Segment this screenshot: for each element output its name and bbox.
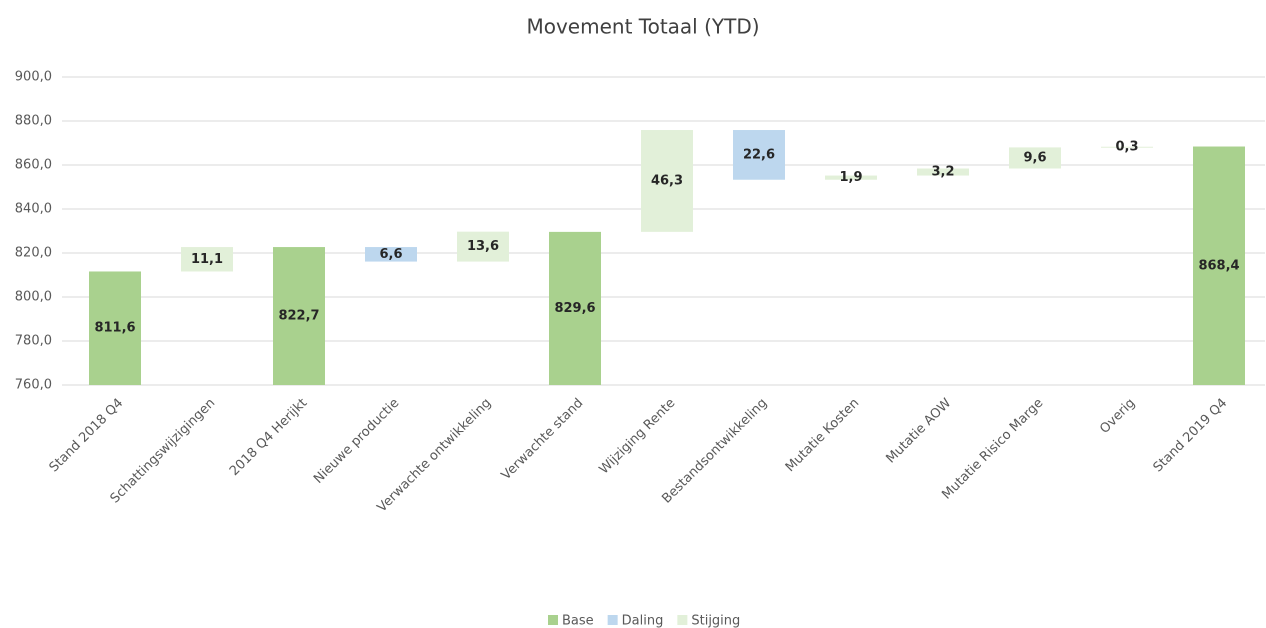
x-tick-label: Nieuwe productie	[311, 396, 402, 487]
y-tick-label: 860,0	[15, 158, 52, 173]
x-tick-label: Mutatie Risico Marge	[939, 396, 1046, 503]
data-label: 46,3	[651, 173, 683, 188]
x-tick-label: Verwachte stand	[499, 396, 587, 484]
x-tick-label: Mutatie AOW	[884, 396, 955, 467]
legend-swatch	[607, 615, 618, 625]
data-label: 1,9	[839, 170, 862, 185]
data-label: 868,4	[1198, 258, 1239, 273]
x-tick-label: Wijziging Rente	[597, 396, 679, 478]
bar	[825, 175, 877, 180]
x-tick-label: Overig	[1097, 396, 1138, 437]
bar	[365, 247, 417, 262]
x-tick-label: Stand 2018 Q4	[47, 396, 127, 476]
legend-label: Stijging	[691, 614, 740, 628]
bar	[1009, 147, 1061, 169]
bar	[89, 271, 141, 385]
y-tick-label: 780,0	[15, 334, 52, 349]
data-label: 3,2	[931, 165, 954, 180]
legend-swatch	[677, 615, 688, 625]
y-tick-label: 800,0	[15, 290, 52, 305]
bar	[1193, 146, 1245, 385]
bar	[1101, 146, 1153, 148]
y-tick-label: 880,0	[15, 114, 52, 129]
bar	[273, 247, 325, 385]
y-tick-label: 840,0	[15, 202, 52, 217]
x-tick-label: Mutatie Kosten	[783, 396, 862, 475]
bar	[733, 130, 785, 180]
x-tick-label: Schattingswijzigingen	[108, 396, 219, 507]
data-label: 811,6	[94, 321, 135, 336]
legend-label: Base	[562, 614, 594, 628]
data-label: 13,6	[467, 239, 499, 254]
y-tick-label: 900,0	[15, 70, 52, 85]
y-tick-label: 760,0	[15, 378, 52, 393]
bar	[457, 231, 509, 262]
data-label: 9,6	[1023, 150, 1046, 165]
legend-swatch	[548, 615, 558, 625]
legend-label: Daling	[622, 614, 664, 628]
data-label: 0,3	[1115, 140, 1138, 155]
bar	[181, 247, 233, 272]
data-label: 22,6	[743, 147, 775, 162]
bar	[917, 168, 969, 176]
data-label: 822,7	[278, 309, 319, 324]
bar	[641, 130, 693, 232]
bar	[549, 231, 601, 385]
chart-title: Movement Totaal (YTD)	[526, 15, 759, 39]
data-label: 6,6	[379, 247, 402, 262]
x-tick-label: Stand 2019 Q4	[1151, 396, 1231, 476]
y-tick-label: 820,0	[15, 246, 52, 261]
x-tick-label: Bestandsontwikkeling	[659, 396, 770, 507]
data-label: 11,1	[191, 252, 223, 267]
data-label: 829,6	[554, 301, 595, 316]
x-tick-label: 2018 Q4 Herijkt	[227, 396, 310, 479]
